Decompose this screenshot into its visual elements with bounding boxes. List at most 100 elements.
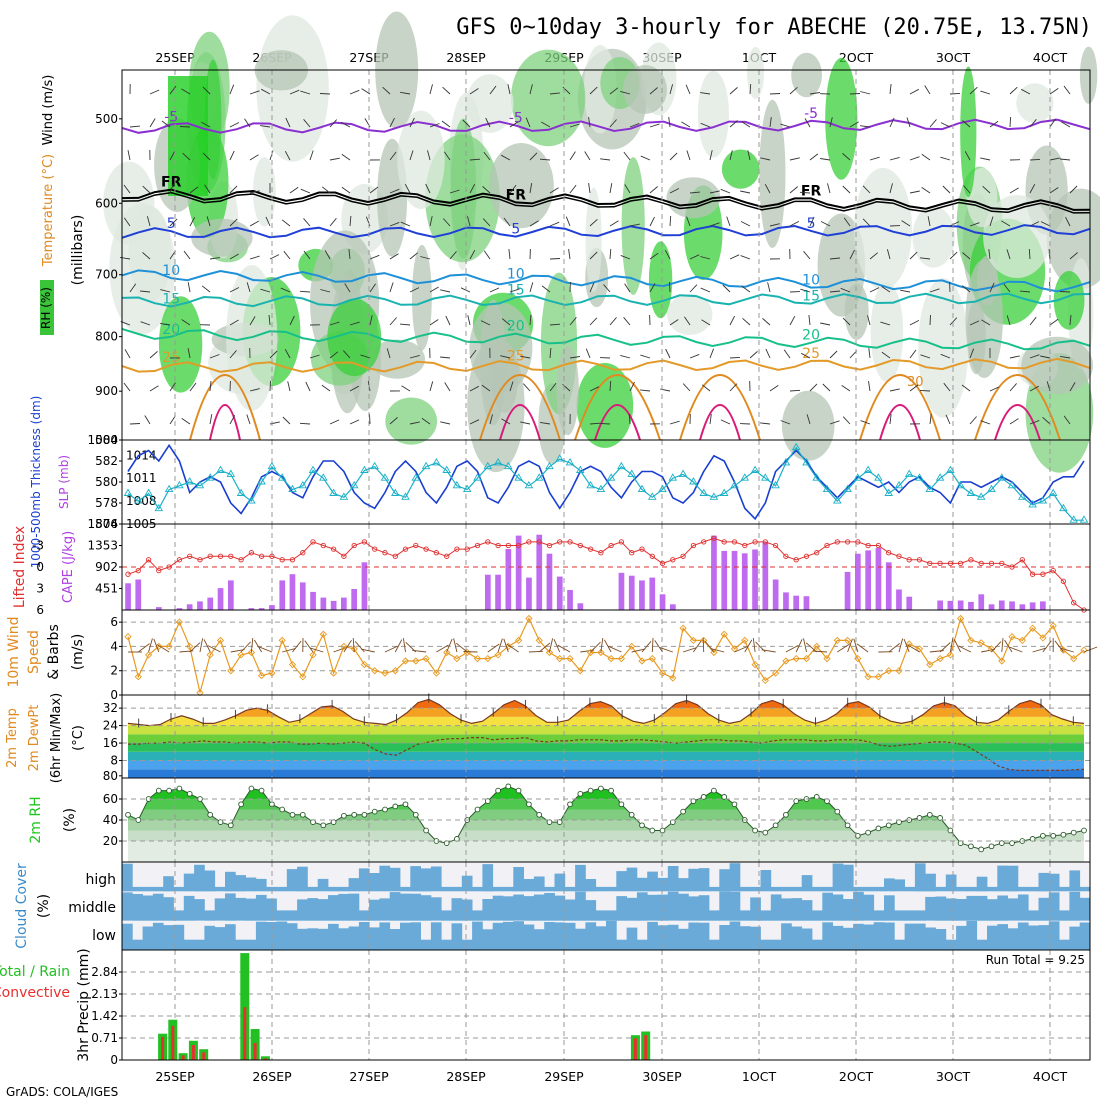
cloud-cell [657,894,669,921]
cloud-cell [1028,925,1039,950]
wind-barb [629,381,635,392]
li-marker [567,539,573,545]
wind-barb [1009,418,1019,425]
wind-barb [292,640,302,653]
y-axis-label: CAPE (J/kg) [61,531,76,603]
cloud-cell [863,894,875,921]
cloud-cell [286,869,298,892]
wind-barb [160,289,171,293]
li-marker [413,542,419,549]
pressure-tick-label: 500 [95,112,118,126]
wind-speed-marker [864,673,872,681]
temp-band [128,734,1084,744]
cloud-cell [235,897,246,921]
wind-barb [453,638,458,653]
wind-barb [799,191,811,194]
slp-marker [740,473,750,481]
cloud-cell [204,870,216,892]
wind-barb [389,221,400,227]
wind-barb [1063,85,1071,95]
wind-barb [804,118,811,128]
cloud-cell [286,923,298,950]
wind-barb [229,84,235,95]
rh-blob [623,65,667,114]
isotherm-line [121,292,1091,308]
cloud-cell [503,896,514,921]
precip-tick-label: 1.42 [91,1009,118,1023]
wind-barb [943,382,951,392]
cloud-cell [533,929,545,950]
wind-barb [442,218,451,227]
cape-bar [197,601,203,610]
precip-tick-label: 0 [110,1053,118,1067]
cloud-cell [1069,870,1081,892]
wind-barb [285,117,291,128]
precip-tick-label: 0.71 [91,1031,118,1045]
wind-barb [539,158,551,161]
wind-barb [820,158,831,161]
rh-marker [783,811,789,818]
rh-band [128,841,1084,862]
wind-barb [287,381,291,392]
wind-speed-marker [309,651,317,659]
wind-barb [179,126,191,128]
wind-tick-label: 6 [110,615,118,629]
cloud-cell [925,896,936,921]
cloud-cell [606,910,617,921]
slp-marker [894,480,904,489]
wind-barb [837,644,850,653]
cape-bar [135,579,142,610]
slp-marker [514,473,523,481]
wind-barb [921,187,931,194]
wind-barb [856,643,869,653]
wind-barb [869,252,878,260]
cloud-cell [832,925,844,950]
date-label-top: 3OCT [936,50,971,65]
wind-barb [549,347,552,359]
wind-barb [148,638,153,653]
wind-barb [509,184,517,194]
cloud-cell [369,873,380,892]
rh-band [128,786,1084,799]
wind-barb [809,383,818,392]
wind-speed-marker [576,667,584,675]
cloud-cell [523,879,535,892]
wind-barb [909,251,918,260]
wind-barb [309,354,320,359]
wind-barb [961,384,971,392]
slp-marker [473,473,482,481]
wind-barb [949,221,960,227]
cloud-row-label: high [85,872,116,888]
wind-speed-marker [905,640,913,648]
precip-bar-total [260,1056,270,1060]
wind-barb [689,353,700,359]
wind-barb [467,216,471,227]
y-axis-label: Wind (m/s) [41,75,56,146]
wind-barb [568,249,571,260]
wind-barb [540,421,551,425]
contour-line [994,404,1041,441]
wind-speed-marker [782,657,790,665]
cloud-cell [379,898,391,921]
thickness-tick-label: 578 [95,496,118,510]
cloud-cell [214,898,226,921]
wind-barb [549,382,557,392]
slp-marker [411,473,421,481]
cloud-cell [503,886,514,892]
cape-bar [1040,601,1046,610]
wind-barb [889,84,892,95]
cloud-cell [760,939,772,950]
wind-barb [829,257,841,260]
cloud-cell [1079,886,1091,892]
wind-speed-marker [854,654,862,663]
rh-marker [1060,831,1067,838]
wind-barb [888,643,900,653]
cape-bar [978,594,985,610]
li-marker [844,539,851,545]
thickness-tick-label: 582 [95,454,118,468]
wind-barb [369,315,373,326]
wind-barb [869,287,880,293]
li-marker [176,557,183,563]
wind-barb [1069,314,1072,326]
cape-bar [957,600,964,610]
